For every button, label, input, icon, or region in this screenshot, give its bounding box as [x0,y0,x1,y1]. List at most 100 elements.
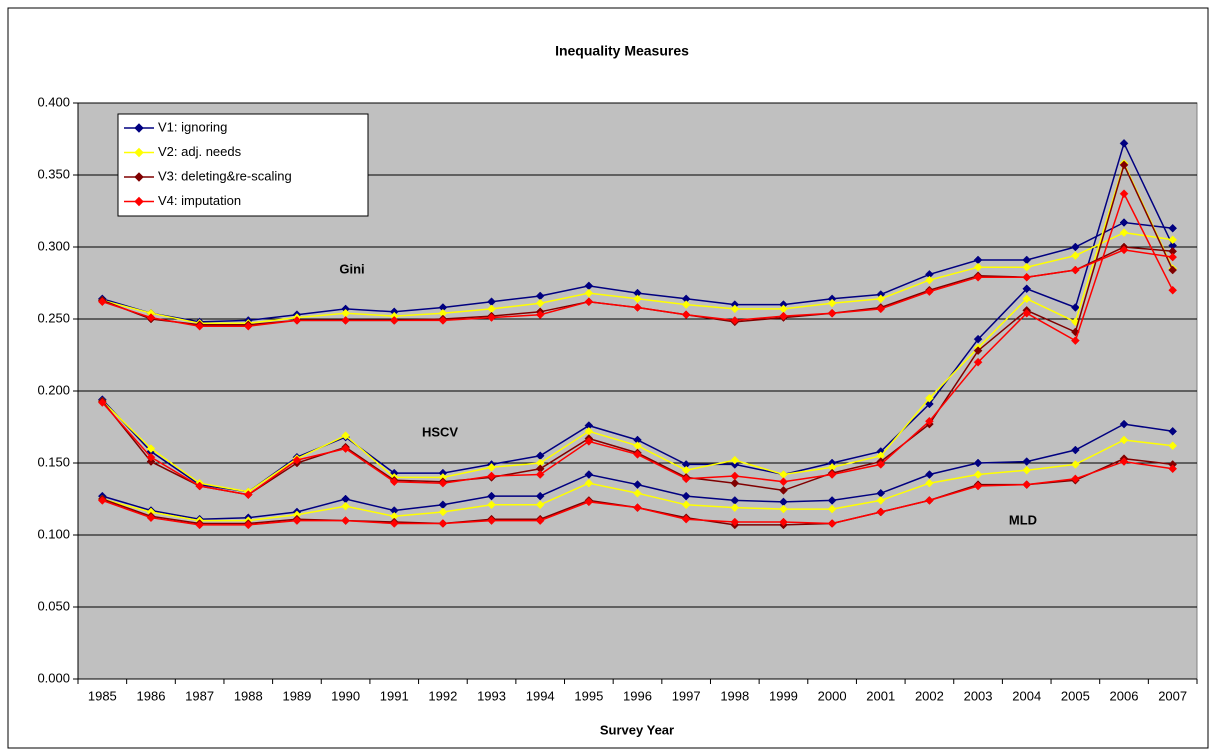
series-marker [973,346,983,356]
series-marker [730,517,740,527]
series-marker [1022,294,1032,304]
series-marker [1168,464,1178,474]
series-marker [1119,245,1129,255]
x-tick-label: 1986 [137,688,166,703]
y-tick-label: 0.350 [37,166,70,181]
series-marker [97,496,107,505]
y-tick-label: 0.100 [37,526,70,541]
x-tick-label: 1999 [769,688,798,703]
series-marker [1071,251,1080,260]
series-marker [633,488,642,498]
series-marker [292,516,302,525]
series-marker [1168,223,1178,233]
series-marker [438,519,448,528]
series-marker [292,316,302,325]
series-marker [341,431,350,440]
x-tick-label: 1988 [234,688,263,703]
series-marker [1119,457,1129,466]
series-marker [876,460,886,469]
series-marker [584,297,594,307]
series-marker [97,398,107,407]
series-marker [1022,465,1032,475]
x-tick-label: 2001 [866,688,895,703]
series-marker [1168,235,1178,245]
series-marker [681,474,691,484]
series-marker [438,316,448,325]
series-marker [243,520,253,530]
x-tick-label: 1985 [88,688,117,703]
y-tick-label: 0.000 [37,670,70,685]
series-marker [633,294,642,304]
series-marker [973,262,983,272]
x-tick-label: 2003 [964,688,993,703]
series-marker [1022,262,1032,272]
series-marker [876,304,886,314]
series-marker [1022,284,1032,294]
series-marker [195,520,204,530]
series-marker [973,458,983,468]
series-marker [389,519,399,528]
series-marker [535,310,545,320]
series-marker [1022,480,1032,489]
series-marker [1168,441,1178,451]
legend-label: V1: ignoring [158,119,227,134]
x-tick-label: 1992 [428,688,457,703]
legend-label: V2: adj. needs [158,144,242,159]
series-marker [535,298,545,308]
series-marker [1071,303,1080,312]
series-marker [925,478,934,488]
series-marker [925,416,934,426]
series-marker [292,455,302,465]
series-marker [487,313,496,322]
series-marker [681,310,691,320]
series-marker [243,490,253,500]
series-marker [1119,435,1129,445]
series-marker [1071,445,1080,455]
series-marker [438,478,448,488]
series-marker [1071,460,1080,469]
series-marker [1071,336,1080,345]
x-tick-label: 1990 [331,688,360,703]
series-marker [1022,457,1032,466]
series-marker [827,519,837,528]
series-marker [487,462,496,472]
series-marker [827,504,837,514]
series-marker [973,470,983,479]
series-marker [341,501,350,511]
series-marker [730,455,740,465]
series-marker [973,481,983,491]
annotation: Gini [339,261,364,276]
series-marker [487,516,496,525]
series-marker [1168,285,1178,295]
x-tick-label: 2002 [915,688,944,703]
series-marker [1119,228,1129,237]
series-marker [146,513,156,523]
series-marker [1022,272,1032,282]
legend-label: V4: imputation [158,193,241,208]
series-marker [925,275,934,285]
series-marker [1168,426,1178,436]
series-marker [535,500,545,510]
series-marker [973,357,983,367]
series-marker [584,478,594,488]
series-marker [779,477,788,487]
series-marker [584,497,594,507]
series-marker [779,311,788,321]
series-marker [925,393,934,403]
legend-marker [134,172,144,182]
series-marker [827,298,837,308]
annotation: MLD [1009,512,1037,527]
series-marker [633,303,642,312]
series-marker [146,313,156,322]
x-tick-label: 1997 [672,688,701,703]
series-marker [1119,160,1129,170]
series-marker [195,481,204,491]
series-marker [876,507,886,517]
series-marker [584,288,594,298]
series-marker [97,297,107,307]
series-marker [779,504,788,514]
legend-box [117,113,369,217]
series-marker [1119,419,1129,429]
